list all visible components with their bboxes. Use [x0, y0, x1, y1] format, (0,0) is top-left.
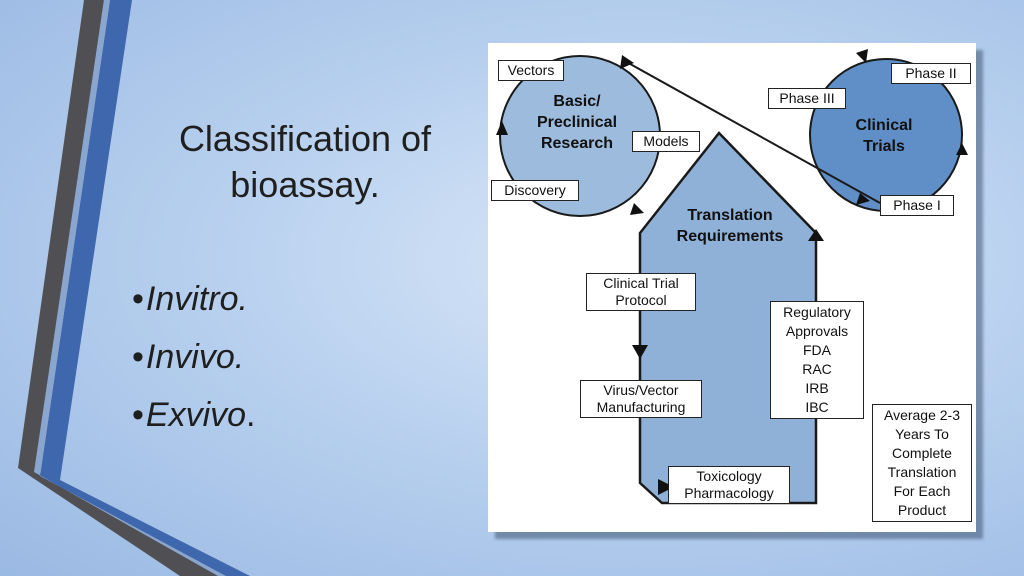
bullet-item: •Exvivo. — [132, 386, 256, 444]
clinical-trials-label: Clinical Trials — [834, 115, 934, 157]
bullet-suffix: . — [246, 396, 256, 434]
arrowhead-phase2 — [856, 49, 868, 63]
arrowhead-bottom — [658, 479, 674, 495]
title-line-2: bioassay. — [230, 164, 380, 205]
title-line-1: Classification of — [178, 118, 432, 159]
bullet-marker: • — [132, 338, 144, 376]
bullet-marker: • — [132, 396, 144, 434]
phase3-box: Phase III — [768, 88, 846, 109]
arrowhead-left-arrow-shaft — [632, 345, 648, 359]
bullet-text: Invitro. — [145, 280, 248, 318]
basic-research-label: Basic/ Preclinical Research — [522, 91, 632, 154]
basic-research-line-1: Basic/ — [553, 93, 601, 110]
toxicology-line-1: Toxicology — [696, 468, 762, 484]
regulatory-line: IRB — [805, 380, 829, 396]
average-line: Translation — [887, 464, 957, 480]
clinical-trial-protocol-line-2: Protocol — [615, 292, 667, 308]
average-years-box: Average 2-3 Years To Complete Translatio… — [872, 404, 972, 522]
bullet-marker: • — [132, 280, 144, 318]
left-decoration — [18, 0, 250, 576]
translation-line-2: Requirements — [676, 228, 784, 245]
toxicology-box: Toxicology Pharmacology — [668, 466, 790, 504]
discovery-box: Discovery — [491, 180, 579, 201]
bullet-text: Exvivo — [145, 396, 247, 434]
arrowhead-right-arrow-shaft — [808, 229, 824, 241]
basic-research-line-3: Research — [540, 135, 614, 152]
regulatory-line: IBC — [805, 399, 829, 415]
translation-diagram: Basic/ Preclinical Research Clinical Tri… — [488, 43, 976, 532]
clinical-trial-protocol-line-1: Clinical Trial — [603, 275, 679, 291]
arrowhead-right-side — [956, 143, 968, 155]
arrowhead-vectors — [620, 55, 634, 69]
regulatory-line: RAC — [802, 361, 832, 377]
basic-research-line-2: Preclinical — [536, 114, 618, 131]
arrowhead-left-circle-side — [496, 121, 508, 135]
average-line: Product — [897, 502, 947, 518]
vectors-box: Vectors — [498, 60, 564, 81]
average-line: Complete — [892, 445, 952, 461]
regulatory-line: Regulatory — [783, 304, 851, 320]
phase2-box: Phase II — [891, 63, 971, 84]
deco-blue-bar — [40, 0, 250, 576]
average-line: Average 2-3 — [883, 407, 960, 423]
virus-vector-box: Virus/Vector Manufacturing — [580, 380, 702, 418]
bullet-item: •Invivo. — [132, 328, 256, 386]
average-line: For Each — [893, 483, 951, 499]
slide-title: Classification of bioassay. — [150, 116, 460, 208]
regulatory-line: Approvals — [785, 323, 849, 339]
translation-requirements-label: Translation Requirements — [660, 205, 800, 247]
arrowhead-phase1 — [856, 193, 870, 205]
connector-line — [622, 59, 881, 204]
average-line: Years To — [895, 426, 949, 442]
deco-dark-bar — [18, 0, 230, 576]
regulatory-approvals-box: Regulatory Approvals FDA RAC IRB IBC — [770, 301, 864, 419]
bullet-list: •Invitro. •Invivo. •Exvivo. — [132, 270, 256, 444]
virus-vector-line-2: Manufacturing — [596, 399, 686, 415]
translation-line-1: Translation — [687, 207, 773, 224]
clinical-trials-line-1: Clinical — [855, 117, 913, 134]
toxicology-line-2: Pharmacology — [684, 485, 774, 501]
clinical-trials-line-2: Trials — [863, 138, 905, 155]
regulatory-line: FDA — [803, 342, 831, 358]
virus-vector-line-1: Virus/Vector — [603, 382, 679, 398]
models-box: Models — [632, 131, 700, 152]
bullet-text: Invivo. — [145, 338, 245, 376]
phase1-box: Phase I — [880, 195, 954, 216]
bullet-item: •Invitro. — [132, 270, 256, 328]
arrowhead-discovery — [630, 203, 644, 215]
clinical-trial-protocol-box: Clinical Trial Protocol — [586, 273, 696, 311]
